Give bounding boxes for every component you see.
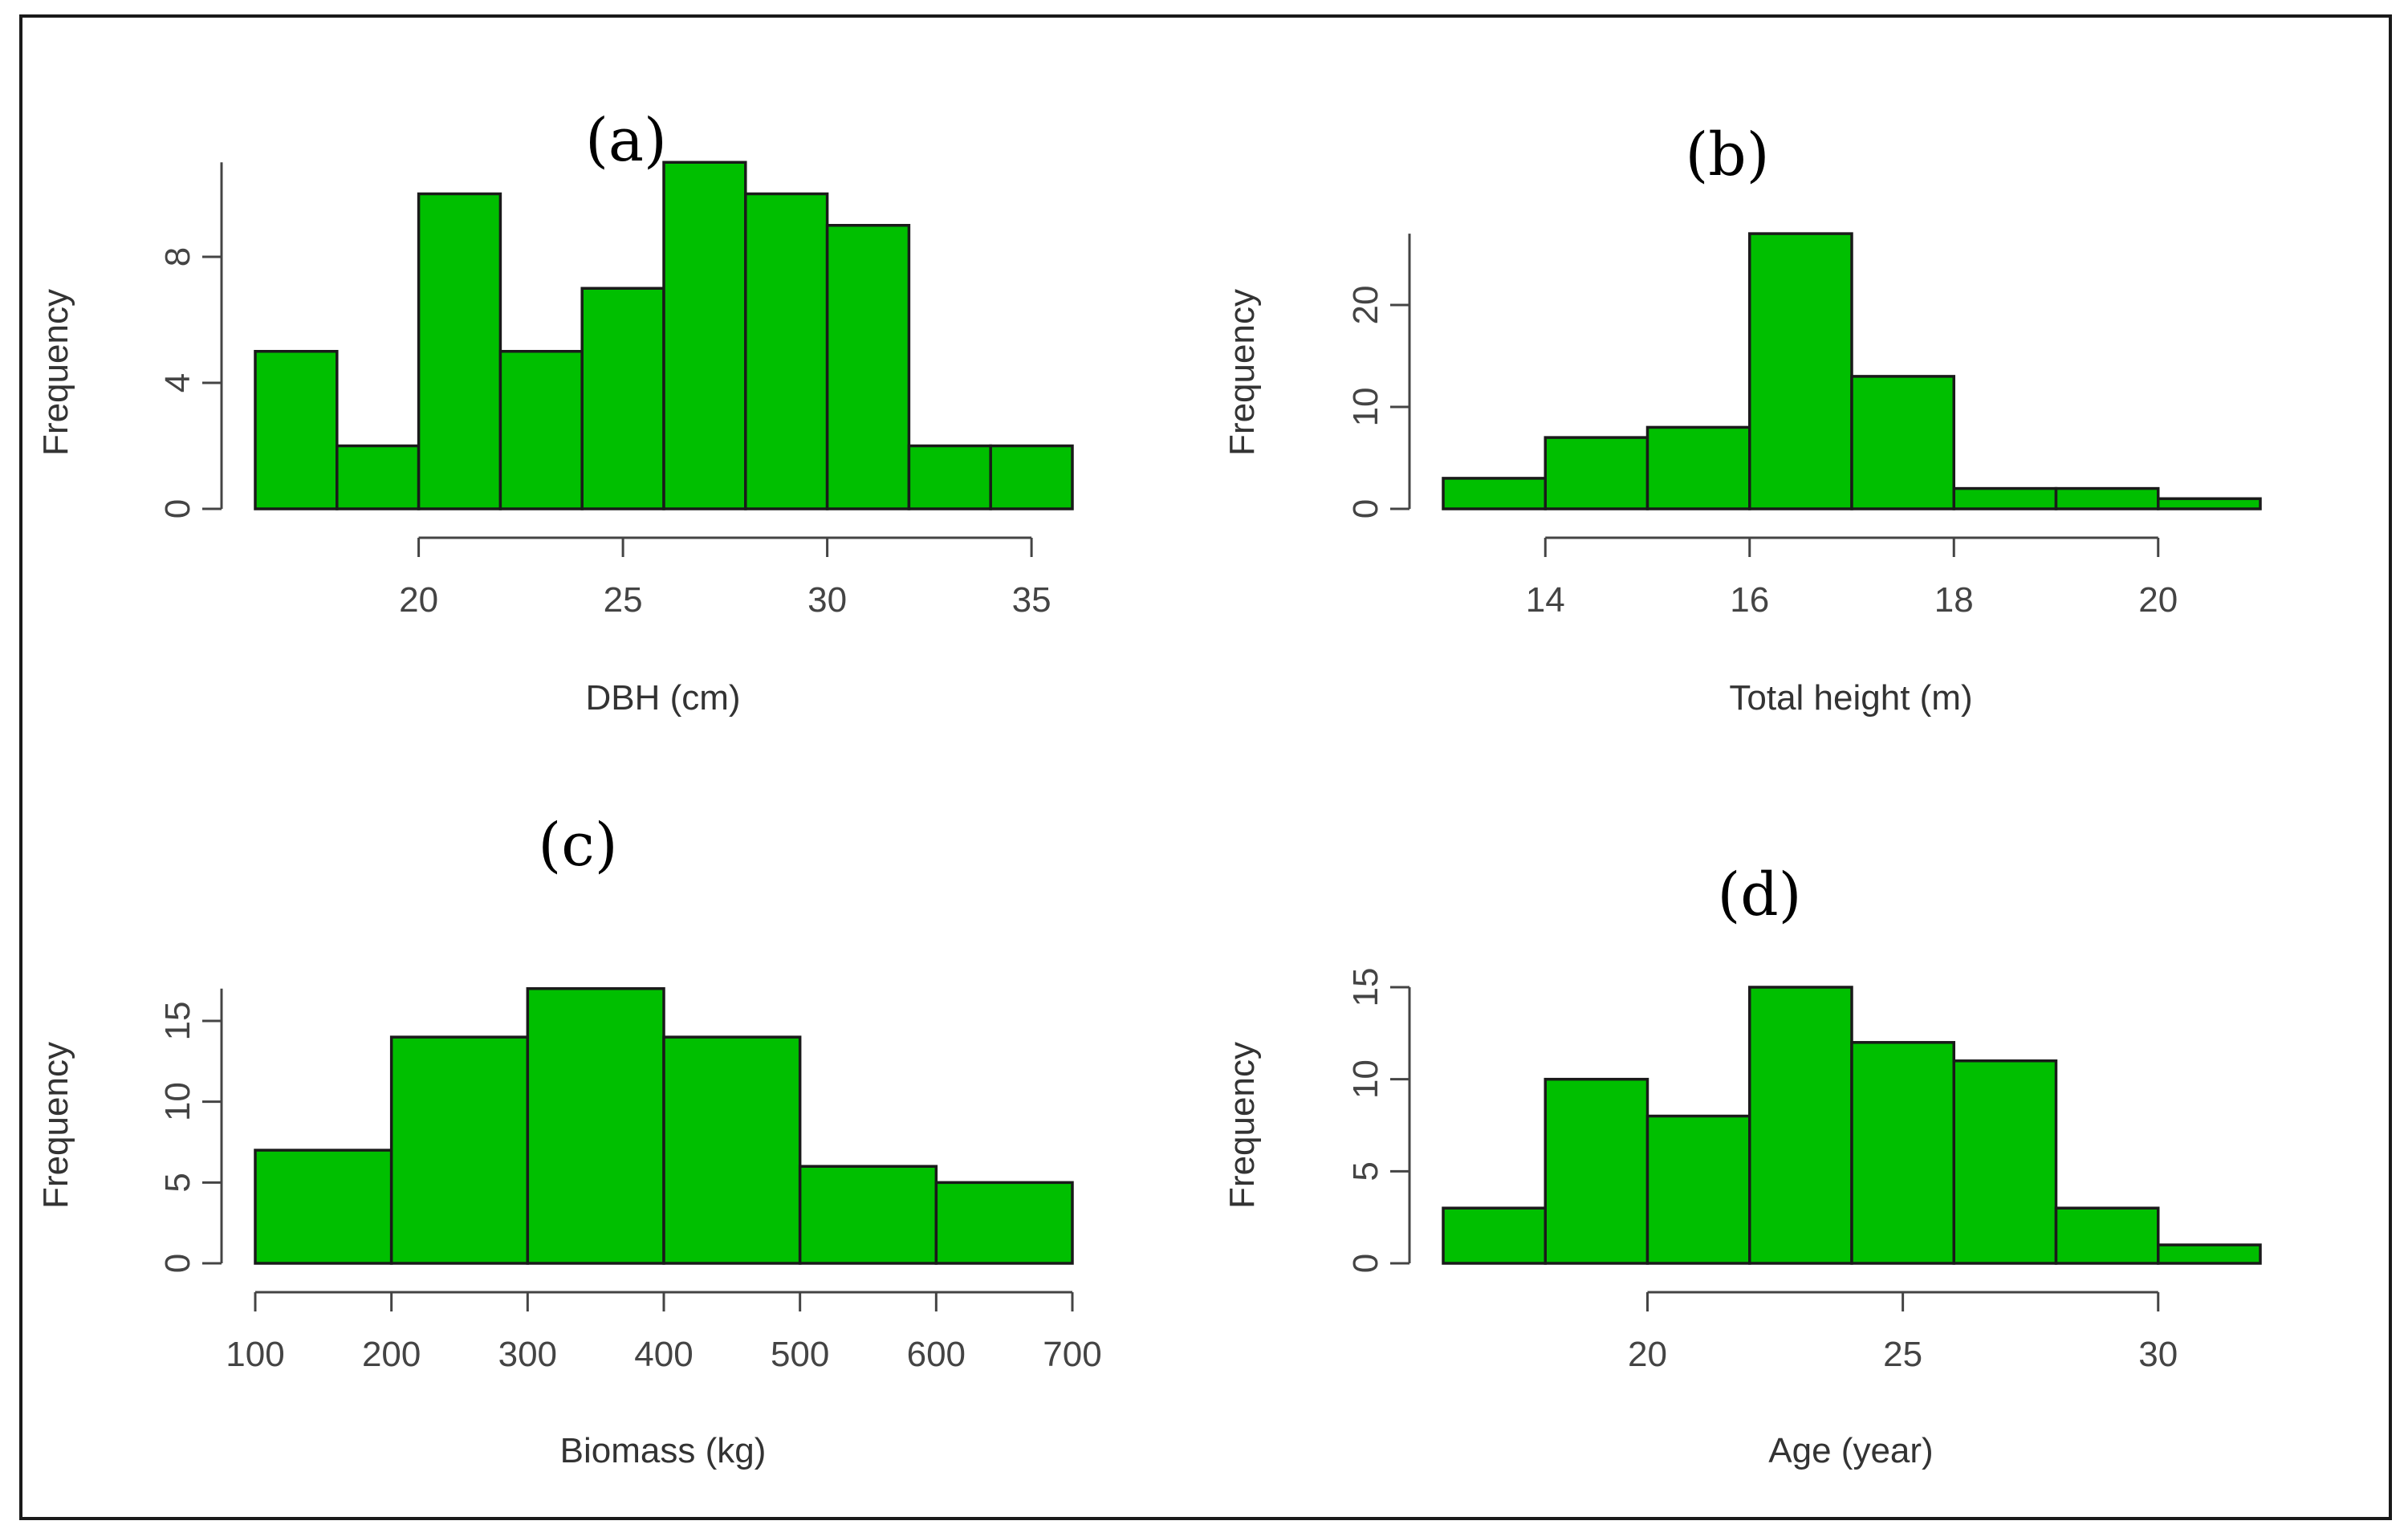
panel-a-y-axis-label: Frequency — [36, 289, 75, 456]
panel-a-bar-5 — [662, 161, 747, 510]
panel-b-bar-0 — [1442, 477, 1547, 510]
panel-b-x-tick-label-3: 20 — [2138, 580, 2178, 620]
panel-c-bar-3 — [662, 1035, 802, 1265]
panel-b-y-tick-label-1: 10 — [1346, 388, 1385, 427]
panel-c: (c) 0 5 10 15 100 200 300 400 500 600 700 Biomass… — [36, 811, 1102, 1470]
panel-b: (b) 0 10 20 14 16 18 20 Total height (m) Freq… — [1222, 120, 2262, 718]
panel-d-bar-0 — [1442, 1206, 1547, 1265]
panel-d-bar-5 — [1952, 1059, 2058, 1265]
panel-a-x-axis: 20 25 30 35 — [399, 536, 1051, 620]
panel-d-bars — [1442, 986, 2262, 1265]
panel-a-bar-8 — [907, 444, 992, 510]
panel-b-x-axis-label: Total height (m) — [1729, 678, 1972, 718]
panel-c-y-axis-label: Frequency — [36, 1042, 75, 1209]
panel-d-y-tick-label-1: 5 — [1346, 1161, 1385, 1181]
panel-c-y-tick-label-3: 15 — [158, 1002, 197, 1041]
panel-c-x-tick-label-2: 300 — [498, 1335, 557, 1374]
panel-a-bar-7 — [825, 224, 911, 510]
panel-a-bar-1 — [336, 444, 421, 510]
panel-b-y-tick-label-2: 20 — [1346, 286, 1385, 325]
figure-border — [19, 14, 2392, 1520]
panel-a-bars — [254, 161, 1074, 510]
panel-d-x-tick-label-2: 30 — [2138, 1335, 2178, 1374]
panel-d-x-tick-label-0: 20 — [1628, 1335, 1667, 1374]
panel-d-title: (d) — [1717, 860, 1801, 929]
panel-c-bars — [254, 986, 1074, 1265]
panel-a-y-tick-label-1: 4 — [158, 373, 197, 392]
panel-c-x-tick-label-4: 500 — [771, 1335, 829, 1374]
panel-c-bar-4 — [798, 1165, 938, 1265]
panel-b-bar-3 — [1748, 232, 1853, 510]
panel-c-title: (c) — [538, 811, 617, 880]
panel-b-x-tick-label-2: 18 — [1934, 580, 1974, 620]
panel-c-x-tick-label-6: 700 — [1043, 1335, 1101, 1374]
panel-b-bar-4 — [1850, 375, 1955, 510]
panel-a-y-tick-label-2: 8 — [158, 247, 197, 266]
panel-c-bar-1 — [389, 1035, 530, 1265]
panel-c-bar-5 — [934, 1181, 1074, 1265]
panel-d-bar-4 — [1850, 1041, 1955, 1265]
panel-a-y-tick-label-0: 0 — [158, 499, 197, 518]
panel-d-x-tick-label-1: 25 — [1883, 1335, 1922, 1374]
panel-a-x-tick-label-2: 30 — [807, 580, 847, 620]
panel-c-x-tick-label-5: 600 — [907, 1335, 966, 1374]
panel-d: (d) 0 5 10 15 20 25 30 Age (year) Frequency — [1222, 860, 2262, 1470]
panel-d-bar-6 — [2054, 1206, 2160, 1265]
panel-b-bar-5 — [1952, 486, 2058, 510]
panel-c-x-axis-label: Biomass (kg) — [560, 1431, 767, 1470]
panel-d-y-axis-label: Frequency — [1222, 1042, 1262, 1209]
panel-a-x-tick-label-3: 35 — [1012, 580, 1051, 620]
panel-b-bar-6 — [2054, 486, 2160, 510]
panel-b-y-tick-label-0: 0 — [1346, 499, 1385, 518]
panel-c-bar-0 — [254, 1149, 393, 1265]
panel-b-y-axis-label: Frequency — [1222, 289, 1262, 456]
panel-d-bar-1 — [1544, 1077, 1649, 1265]
panel-b-x-tick-label-1: 16 — [1730, 580, 1769, 620]
panel-c-x-axis: 100 200 300 400 500 600 700 — [226, 1291, 1102, 1374]
panel-b-bar-2 — [1645, 425, 1751, 510]
panel-d-x-axis-label: Age (year) — [1768, 1431, 1933, 1470]
panel-c-x-tick-label-0: 100 — [226, 1335, 284, 1374]
panel-a-y-axis: 0 4 8 — [158, 162, 223, 518]
panel-b-y-axis: 0 10 20 — [1346, 234, 1411, 518]
panel-a-bar-4 — [580, 287, 665, 510]
panel-a-x-axis-label: DBH (cm) — [585, 678, 740, 718]
panel-b-title: (b) — [1685, 120, 1769, 189]
panel-d-y-axis: 0 5 10 15 — [1346, 968, 1411, 1273]
panel-c-y-tick-label-2: 10 — [158, 1082, 197, 1121]
panel-d-y-tick-label-3: 15 — [1346, 968, 1385, 1007]
panel-a-x-tick-label-1: 25 — [604, 580, 643, 620]
panel-d-bar-2 — [1645, 1114, 1751, 1265]
panel-a: (a) 0 4 8 20 25 30 35 DBH (cm) Frequency — [36, 106, 1074, 718]
panel-c-x-tick-label-1: 200 — [362, 1335, 421, 1374]
panel-d-y-tick-label-2: 10 — [1346, 1059, 1385, 1099]
panel-a-x-tick-label-0: 20 — [399, 580, 438, 620]
panel-d-bar-7 — [2157, 1243, 2262, 1265]
panel-b-x-axis: 14 16 18 20 — [1526, 536, 2178, 620]
panel-a-bar-3 — [498, 350, 584, 510]
panel-a-bar-9 — [989, 444, 1074, 510]
panel-c-x-tick-label-3: 400 — [634, 1335, 693, 1374]
panel-d-x-axis: 20 25 30 — [1628, 1291, 2178, 1374]
panel-d-bar-3 — [1748, 986, 1853, 1265]
panel-b-bars — [1442, 232, 2262, 510]
panel-c-bar-2 — [526, 986, 665, 1265]
panel-b-bar-7 — [2157, 497, 2262, 510]
panel-a-bar-0 — [254, 350, 339, 510]
panel-b-bar-1 — [1544, 436, 1649, 510]
panel-c-y-tick-label-1: 5 — [158, 1173, 197, 1192]
panel-a-bar-6 — [744, 192, 829, 510]
panel-a-bar-2 — [417, 192, 502, 510]
panel-b-x-tick-label-0: 14 — [1526, 580, 1565, 620]
panel-c-y-axis: 0 5 10 15 — [158, 988, 223, 1273]
panel-a-title: (a) — [585, 106, 667, 175]
panel-c-y-tick-label-0: 0 — [158, 1254, 197, 1273]
panel-d-y-tick-label-0: 0 — [1346, 1254, 1385, 1273]
